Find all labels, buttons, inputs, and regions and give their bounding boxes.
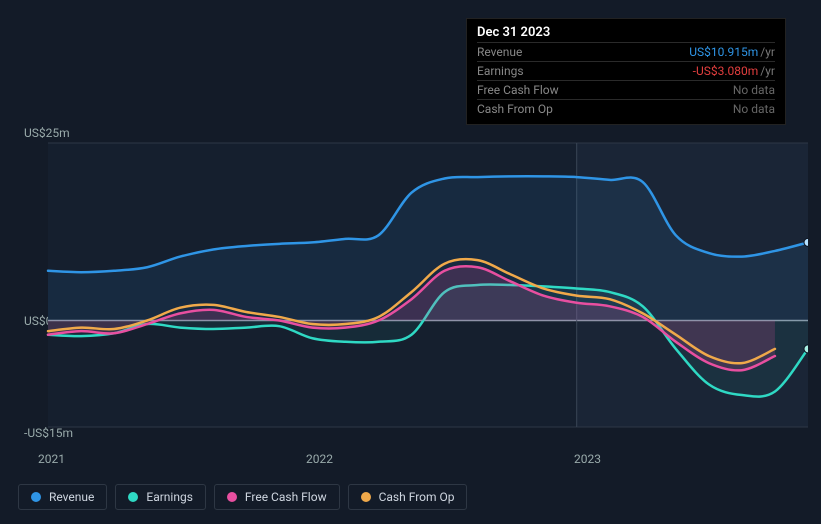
legend-label: Earnings: [146, 490, 193, 504]
legend: Revenue Earnings Free Cash Flow Cash From O…: [18, 484, 467, 510]
legend-label: Free Cash Flow: [245, 490, 327, 504]
tooltip-metric-label: Revenue: [477, 45, 522, 59]
tooltip-metric-value: No data: [733, 83, 775, 97]
x-tick-label: 2023: [574, 452, 601, 466]
tooltip-metric-label: Free Cash Flow: [477, 83, 559, 97]
tooltip-row: Revenue US$10.915m/yr: [477, 42, 775, 61]
tooltip-date: Dec 31 2023: [477, 25, 775, 40]
tooltip-metric-value: US$10.915m/yr: [689, 45, 775, 59]
legend-swatch-icon: [128, 492, 138, 502]
tooltip-metric-value: No data: [733, 102, 775, 116]
x-tick-label: 2021: [38, 452, 65, 466]
tooltip-row: Free Cash Flow No data: [477, 80, 775, 99]
tooltip-metric-value: -US$3.080m/yr: [693, 64, 775, 78]
legend-label: Revenue: [49, 490, 94, 504]
legend-swatch-icon: [361, 492, 371, 502]
chart-area[interactable]: [18, 125, 808, 445]
tooltip-metric-label: Cash From Op: [477, 102, 553, 116]
tooltip-row: Earnings -US$3.080m/yr: [477, 61, 775, 80]
legend-swatch-icon: [227, 492, 237, 502]
legend-item-revenue[interactable]: Revenue: [18, 484, 107, 510]
legend-label: Cash From Op: [379, 490, 455, 504]
tooltip-row: Cash From Op No data: [477, 99, 775, 118]
legend-item-earnings[interactable]: Earnings: [115, 484, 206, 510]
legend-item-cfo[interactable]: Cash From Op: [348, 484, 468, 510]
chart-svg: [18, 125, 808, 445]
tooltip-metric-label: Earnings: [477, 64, 524, 78]
legend-item-fcf[interactable]: Free Cash Flow: [214, 484, 340, 510]
x-tick-label: 2022: [306, 452, 333, 466]
tooltip-card: Dec 31 2023 Revenue US$10.915m/yr Earnin…: [466, 18, 786, 125]
legend-swatch-icon: [31, 492, 41, 502]
